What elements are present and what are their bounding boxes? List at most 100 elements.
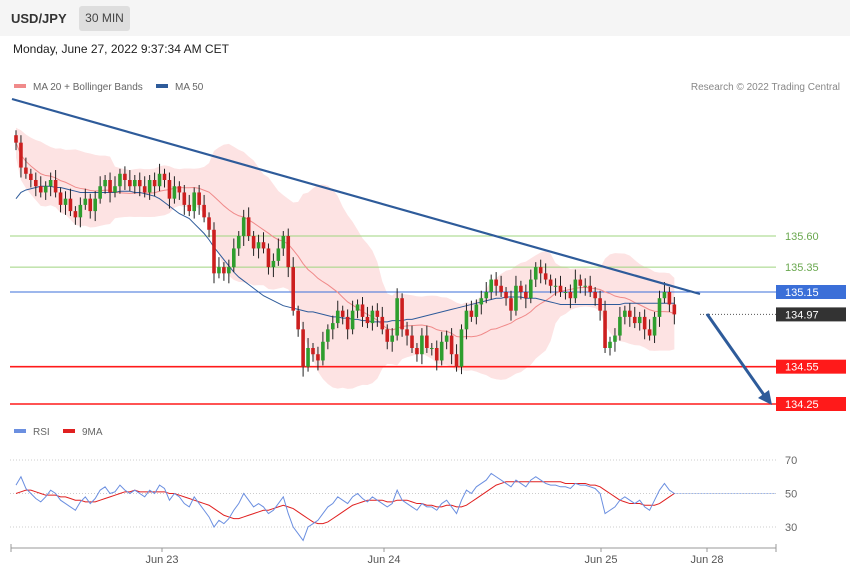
candle-body [192, 192, 196, 212]
ma50-legend-swatch [156, 84, 168, 88]
candle-body [316, 354, 320, 361]
candle-body [202, 204, 206, 218]
candle-body [558, 285, 563, 292]
candle-body [657, 298, 662, 317]
candle-body [430, 348, 434, 349]
candle-body [563, 292, 568, 293]
candle-body [162, 173, 167, 180]
candle-body [573, 279, 578, 299]
rsi-tick-label-30: 30 [785, 522, 797, 534]
candle-body [93, 198, 97, 212]
trendline [11, 97, 772, 405]
candle-body [83, 198, 88, 205]
candle-body [449, 335, 454, 355]
candle-body [187, 204, 192, 212]
candle-body [578, 279, 583, 286]
rsi-tick-label-50: 50 [785, 489, 797, 501]
top-bar: USD/JPY 30 MIN [0, 0, 850, 36]
candle-body [454, 354, 459, 367]
candle-body [588, 285, 592, 292]
candle-body [405, 329, 409, 336]
ma50-legend-label: MA 50 [175, 82, 204, 93]
candle-body [632, 316, 637, 324]
candle-body [479, 298, 484, 305]
candle-body [261, 242, 266, 249]
candle-body [335, 310, 340, 324]
ma20-line [15, 142, 675, 338]
candle-body [212, 229, 216, 274]
candle-body [538, 267, 543, 274]
timeframe-button[interactable]: 30 MIN [79, 6, 130, 31]
level-label-5: 134.25 [785, 399, 819, 411]
candle-body [182, 192, 187, 205]
candle-body [568, 292, 573, 299]
candle-body [34, 180, 38, 187]
candle-body [98, 186, 102, 199]
forecast-arrow-shaft [705, 313, 766, 396]
candles [14, 130, 677, 377]
candle-body [350, 310, 355, 330]
candle-body [137, 180, 142, 187]
candle-body [420, 335, 424, 355]
candle-body [598, 298, 602, 311]
candle-body [276, 248, 281, 261]
candle-body [43, 186, 48, 193]
candle-body [271, 260, 276, 268]
candle-body [360, 304, 365, 317]
rsi-panel: 70 50 30 [10, 455, 797, 542]
forecast-arrow-head [758, 390, 772, 405]
candle-body [68, 198, 73, 212]
rsi-legend: RSI 9MA [14, 427, 103, 438]
candle-body [434, 348, 439, 361]
candle-body [593, 292, 597, 299]
candle-body [251, 236, 256, 249]
candle-body [474, 304, 479, 317]
candle-body [652, 316, 657, 336]
rsi-legend-label: RSI [33, 427, 50, 438]
candle-body [133, 180, 137, 187]
candle-body [73, 211, 78, 218]
candle-body [395, 298, 399, 336]
candle-body [370, 310, 375, 324]
ma20-legend-swatch [14, 84, 26, 88]
rsi-ma-legend-swatch [63, 429, 75, 433]
candle-body [667, 292, 672, 305]
candle-body [266, 248, 271, 268]
candle-body [128, 180, 132, 187]
level-label-2: 135.15 [785, 287, 819, 299]
candle-body [197, 192, 201, 205]
x-tick-label: Jun 28 [690, 554, 723, 566]
candle-body [603, 310, 607, 348]
main-legend: MA 20 + Bollinger Bands MA 50 Research ©… [14, 82, 840, 93]
candle-body [19, 142, 23, 168]
level-label-0: 135.60 [785, 231, 819, 243]
candle-body [103, 180, 107, 187]
candle-body [608, 341, 612, 348]
candle-body [410, 335, 414, 348]
candle-body [241, 217, 246, 236]
candle-body [499, 285, 503, 292]
chart-datetime: Monday, June 27, 2022 9:37:34 AM CET [13, 42, 229, 56]
candle-body [296, 310, 300, 330]
candle-body [514, 285, 518, 311]
level-tag-2 [776, 285, 846, 299]
candle-body [385, 329, 390, 342]
candle-body [444, 335, 449, 342]
candle-body [217, 267, 221, 274]
candle-body [63, 198, 68, 205]
candle-body [152, 180, 157, 187]
candle-body [647, 329, 652, 336]
candle-body [123, 173, 127, 180]
candle-body [390, 335, 394, 342]
candle-body [642, 316, 647, 330]
rsi-line [15, 472, 675, 542]
last-price-tag [776, 307, 846, 322]
candle-body [232, 248, 236, 268]
candle-body [613, 335, 617, 342]
rsi-tick-label-70: 70 [785, 455, 797, 467]
candle-body [167, 180, 172, 199]
candle-body [177, 186, 182, 193]
candle-body [331, 323, 335, 330]
candle-body [29, 173, 33, 180]
candle-body [548, 279, 553, 286]
